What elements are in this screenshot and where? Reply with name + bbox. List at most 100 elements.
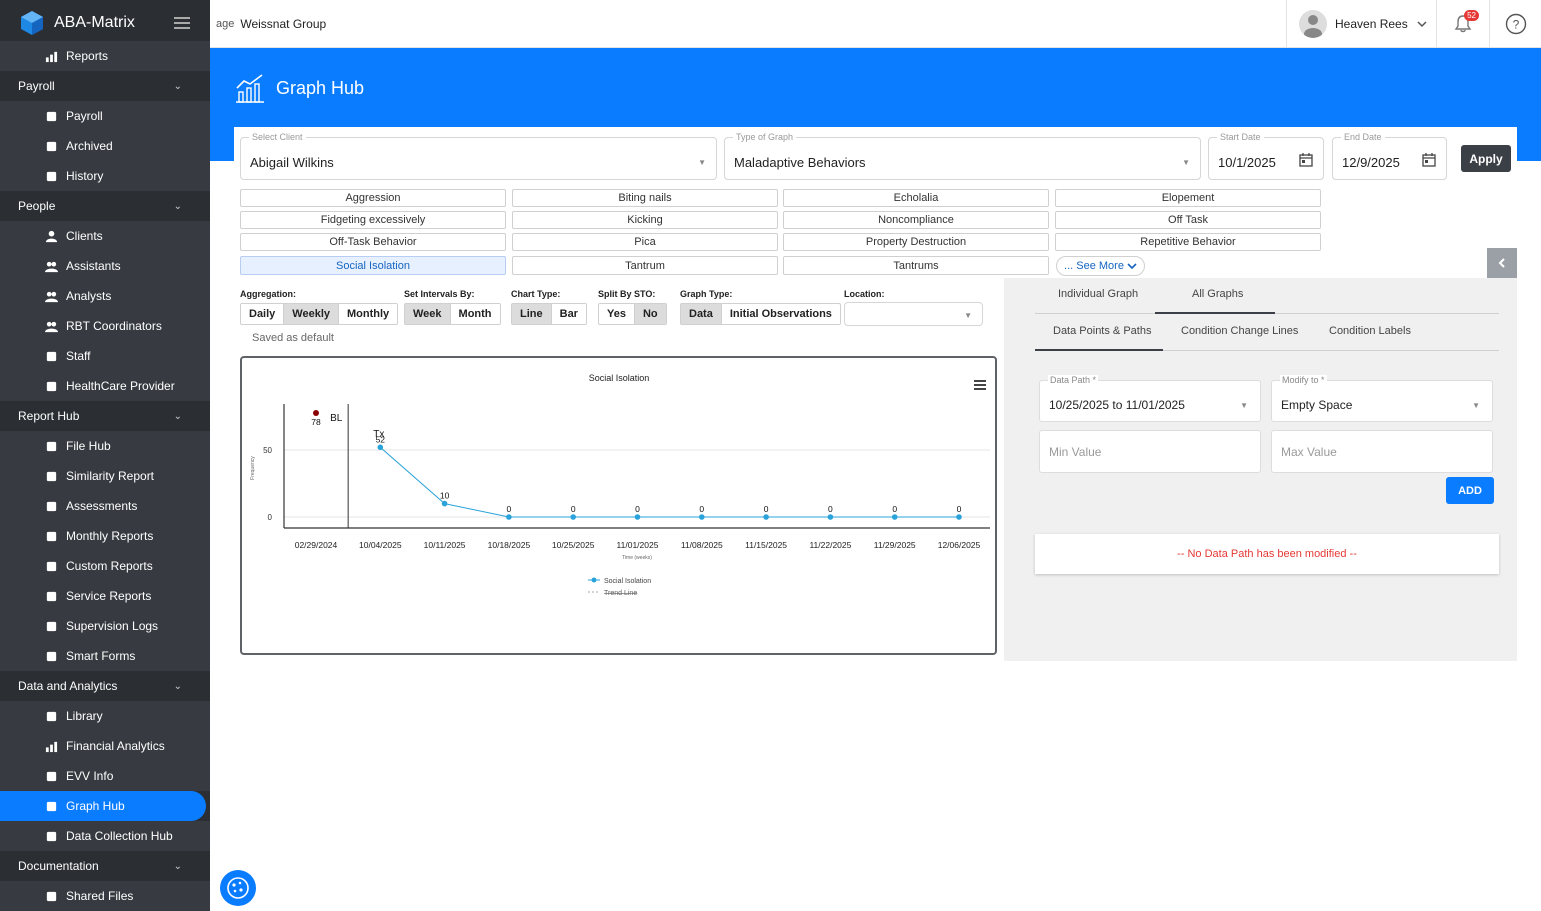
- chevron-down-icon: ⌄: [173, 200, 182, 212]
- sidebar-section-documentation[interactable]: Documentation ⌄: [0, 851, 210, 881]
- sidebar-item-analysts[interactable]: Analysts: [0, 281, 210, 311]
- graph-type-option[interactable]: Data: [681, 304, 721, 324]
- cookie-settings-button[interactable]: [220, 870, 256, 906]
- behavior-chip[interactable]: Echolalia: [783, 189, 1049, 207]
- graph-type-option[interactable]: Initial Observations: [720, 304, 840, 324]
- data-label: 52: [376, 434, 386, 444]
- min-value-input[interactable]: Min Value: [1039, 430, 1261, 473]
- graph-type-label: Graph Type:: [680, 289, 733, 299]
- behavior-chip[interactable]: Off-Task Behavior: [240, 233, 506, 251]
- sidebar-item-shared-files[interactable]: Shared Files: [0, 881, 210, 911]
- sidebar-item-assessments[interactable]: Assessments: [0, 491, 210, 521]
- aggregation-option[interactable]: Weekly: [283, 304, 339, 324]
- sidebar-section-report-hub[interactable]: Report Hub ⌄: [0, 401, 210, 431]
- help-button[interactable]: ?: [1489, 0, 1541, 48]
- archive-icon: [44, 139, 58, 153]
- subtab-data-points[interactable]: Data Points & Paths: [1053, 325, 1152, 337]
- sidebar-item-label: Graph Hub: [66, 799, 125, 813]
- field-label: Select Client: [249, 132, 306, 142]
- sidebar-item-smart-forms[interactable]: Smart Forms: [0, 641, 210, 671]
- sidebar-section-people[interactable]: People ⌄: [0, 191, 210, 221]
- behavior-chip[interactable]: Kicking: [512, 211, 778, 229]
- sidebar-item-clients[interactable]: Clients: [0, 221, 210, 251]
- behavior-chip[interactable]: Property Destruction: [783, 233, 1049, 251]
- sidebar-item-staff[interactable]: Staff: [0, 341, 210, 371]
- collapse-panel-button[interactable]: [1487, 248, 1517, 278]
- evv-icon: [44, 769, 58, 783]
- modify-to-select[interactable]: Modify to * Empty Space ▼: [1271, 375, 1493, 422]
- intervals-toggle: Week Month: [404, 303, 501, 325]
- see-more-label: ... See More: [1064, 260, 1124, 272]
- behavior-chip[interactable]: Pica: [512, 233, 778, 251]
- sidebar-item-rbt-coordinators[interactable]: RBT Coordinators: [0, 311, 210, 341]
- tab-individual-graph[interactable]: Individual Graph: [1058, 288, 1139, 300]
- data-point: [634, 514, 641, 520]
- behavior-chip[interactable]: Repetitive Behavior: [1055, 233, 1321, 251]
- field-value: 10/25/2025 to 11/01/2025: [1049, 398, 1185, 412]
- behavior-chip[interactable]: Noncompliance: [783, 211, 1049, 229]
- intervals-option[interactable]: Month: [449, 304, 500, 324]
- chevron-down-icon: [1127, 263, 1137, 270]
- graph-type-field[interactable]: Type of Graph Maladaptive Behaviors ▼: [724, 132, 1201, 180]
- chart-menu-icon[interactable]: [974, 380, 986, 390]
- apply-button[interactable]: Apply: [1461, 145, 1511, 172]
- intervals-option[interactable]: Week: [405, 304, 450, 324]
- cookie-icon: [227, 877, 249, 899]
- see-more-button[interactable]: ... See More: [1056, 256, 1145, 276]
- data-label: 0: [764, 504, 769, 514]
- data-path-select[interactable]: Data Path * 10/25/2025 to 11/01/2025 ▼: [1039, 375, 1261, 422]
- library-icon: [44, 709, 58, 723]
- behavior-chip[interactable]: Aggression: [240, 189, 506, 207]
- behavior-chip[interactable]: Biting nails: [512, 189, 778, 207]
- hamburger-menu-icon[interactable]: [174, 17, 190, 29]
- split-option[interactable]: No: [633, 304, 666, 324]
- sidebar-item-similarity-report[interactable]: Similarity Report: [0, 461, 210, 491]
- chart-type-option[interactable]: Bar: [550, 304, 586, 324]
- aggregation-option[interactable]: Monthly: [338, 304, 397, 324]
- sidebar-item-reports[interactable]: Reports: [0, 41, 210, 71]
- location-select[interactable]: ▼: [844, 302, 983, 326]
- sidebar-section-data-and-analytics[interactable]: Data and Analytics ⌄: [0, 671, 210, 701]
- sidebar-item-service-reports[interactable]: Service Reports: [0, 581, 210, 611]
- end-date-field[interactable]: End Date 12/9/2025: [1332, 132, 1447, 180]
- select-client-field[interactable]: Select Client Abigail Wilkins ▼: [240, 132, 717, 180]
- sidebar-item-supervision-logs[interactable]: Supervision Logs: [0, 611, 210, 641]
- start-date-field[interactable]: Start Date 10/1/2025: [1208, 132, 1324, 180]
- sidebar-item-data-collection-hub[interactable]: Data Collection Hub: [0, 821, 210, 851]
- calendar-icon[interactable]: [1422, 153, 1436, 167]
- split-option[interactable]: Yes: [607, 308, 626, 320]
- max-value-input[interactable]: Max Value: [1271, 430, 1493, 473]
- aggregation-option[interactable]: Daily: [249, 308, 276, 320]
- subtab-condition-change-lines[interactable]: Condition Change Lines: [1181, 325, 1299, 337]
- sidebar-item-financial-analytics[interactable]: Financial Analytics: [0, 731, 210, 761]
- add-button[interactable]: ADD: [1446, 477, 1494, 504]
- sidebar-item-label: EVV Info: [66, 769, 114, 783]
- behavior-chip[interactable]: Tantrums: [783, 256, 1049, 275]
- chart-type-option[interactable]: Line: [512, 304, 551, 324]
- sidebar-item-evv-info[interactable]: EVV Info: [0, 761, 210, 791]
- behavior-chip[interactable]: Off Task: [1055, 211, 1321, 229]
- location-label: Location:: [844, 289, 885, 299]
- sidebar-item-monthly-reports[interactable]: Monthly Reports: [0, 521, 210, 551]
- user-menu[interactable]: Heaven Rees: [1286, 0, 1436, 48]
- calendar-icon[interactable]: [1299, 153, 1313, 167]
- behavior-chip[interactable]: Tantrum: [512, 256, 778, 275]
- split-sto-label: Split By STO:: [598, 289, 656, 299]
- notifications-button[interactable]: 52: [1436, 0, 1489, 48]
- sidebar-item-healthcare-provider[interactable]: HealthCare Provider: [0, 371, 210, 401]
- subtab-condition-labels[interactable]: Condition Labels: [1329, 325, 1411, 337]
- behavior-chip[interactable]: Elopement: [1055, 189, 1321, 207]
- field-value: 10/1/2025: [1218, 155, 1276, 170]
- tab-all-graphs[interactable]: All Graphs: [1192, 288, 1244, 300]
- behavior-chip[interactable]: Fidgeting excessively: [240, 211, 506, 229]
- sidebar-item-custom-reports[interactable]: Custom Reports: [0, 551, 210, 581]
- sidebar-item-file-hub[interactable]: File Hub: [0, 431, 210, 461]
- sidebar-item-assistants[interactable]: Assistants: [0, 251, 210, 281]
- sidebar-item-library[interactable]: Library: [0, 701, 210, 731]
- sidebar-item-payroll[interactable]: Payroll: [0, 101, 210, 131]
- behavior-chip[interactable]: Social Isolation: [240, 256, 506, 275]
- sidebar-item-history[interactable]: History: [0, 161, 210, 191]
- sidebar-item-graph-hub[interactable]: Graph Hub: [0, 791, 206, 821]
- sidebar-item-archived[interactable]: Archived: [0, 131, 210, 161]
- sidebar-section-payroll[interactable]: Payroll ⌄: [0, 71, 210, 101]
